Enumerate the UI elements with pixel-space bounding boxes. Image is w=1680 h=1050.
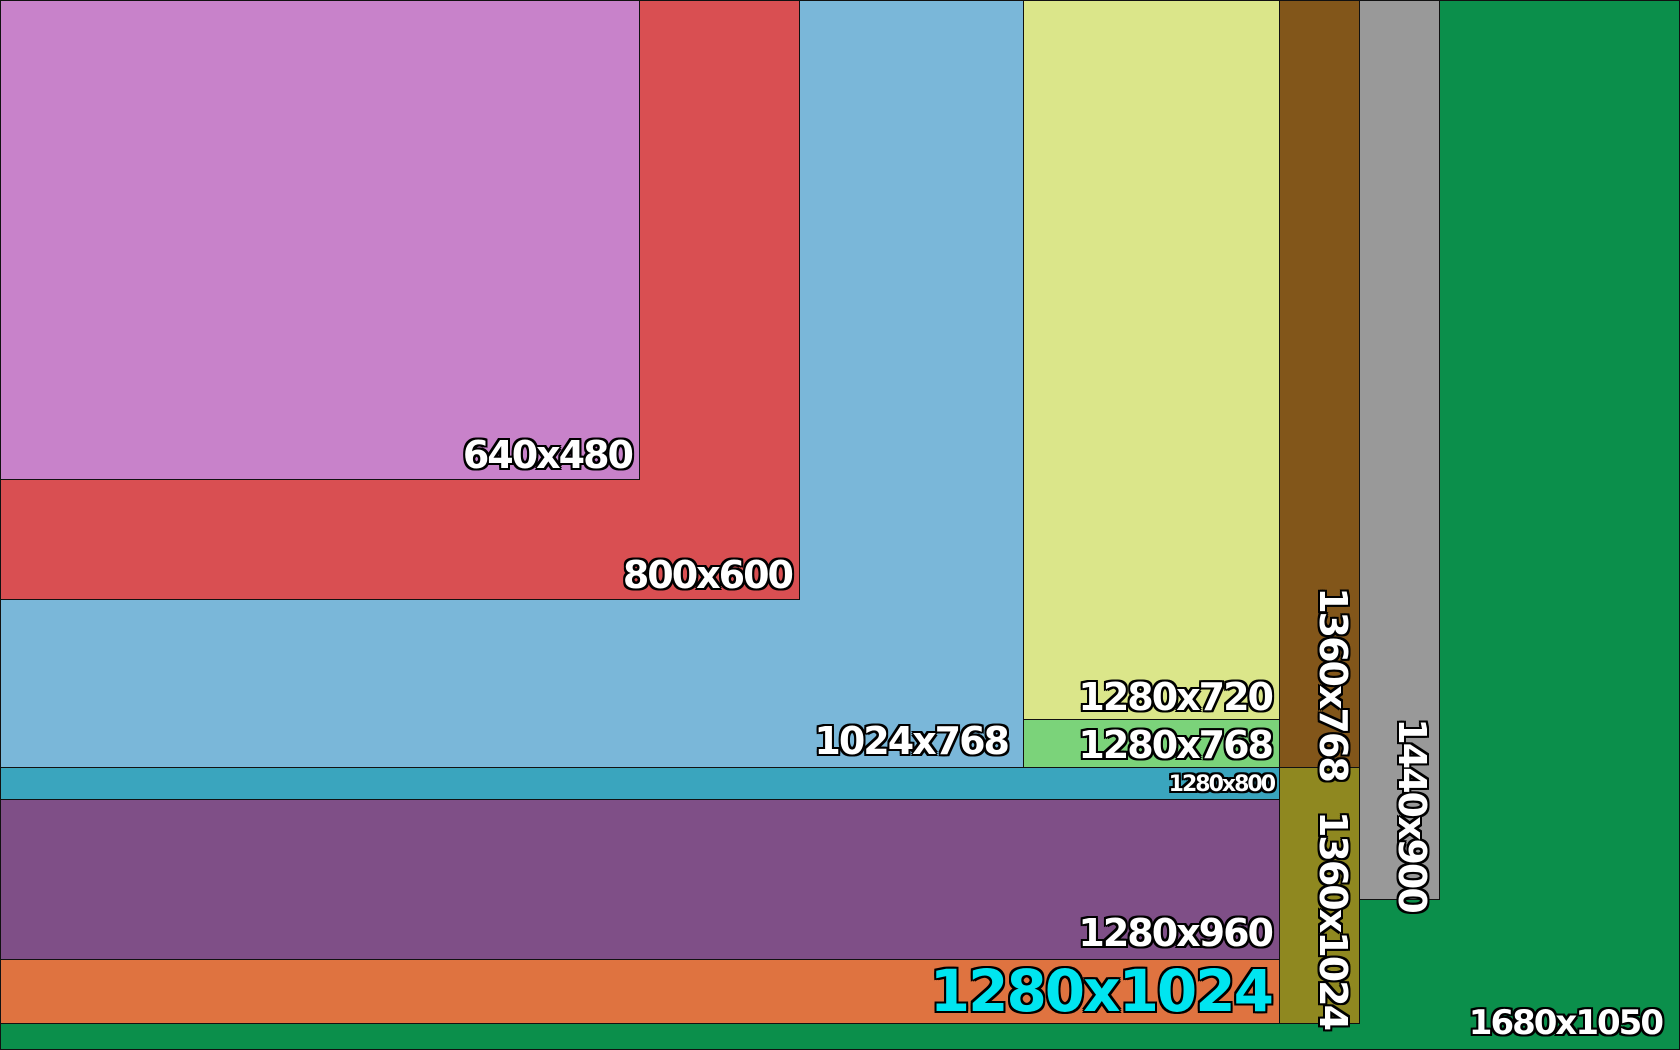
resolution-label-1280x960: 1280x960	[1078, 911, 1274, 955]
resolution-label-1360x768: 1360x768	[1310, 587, 1355, 781]
resolution-label-1440x900: 1440x900	[1389, 718, 1434, 912]
resolution-label-1280x800: 1280x800	[1168, 772, 1276, 797]
resolution-label-1280x768: 1280x768	[1078, 723, 1274, 767]
resolution-label-1360x1024: 1360x1024	[1311, 810, 1356, 1030]
resolution-box-640x480	[0, 0, 640, 480]
resolution-label-800x600: 800x600	[622, 553, 794, 597]
resolution-label-1280x1024: 1280x1024	[929, 957, 1274, 1025]
resolution-label-1024x768: 1024x768	[814, 719, 1010, 763]
resolution-label-1680x1050: 1680x1050	[1468, 1003, 1664, 1043]
resolution-label-640x480: 640x480	[462, 433, 634, 477]
resolution-label-1280x720: 1280x720	[1078, 675, 1274, 719]
